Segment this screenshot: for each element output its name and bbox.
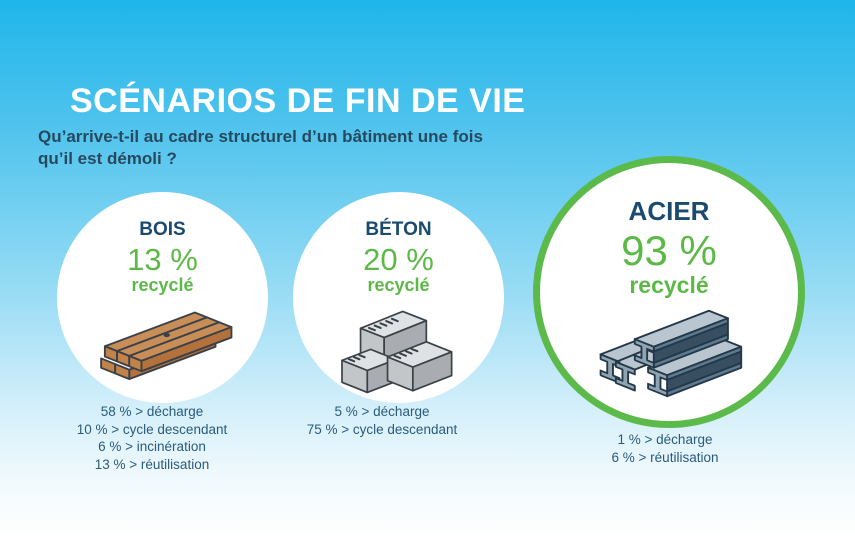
material-name: ACIER xyxy=(628,196,710,226)
steel-beams-icon xyxy=(599,310,743,398)
breakdown-list-beton: 5 % > décharge 75 % > cycle descendant xyxy=(262,403,502,438)
material-card-bois: BOIS 13 % recyclé xyxy=(57,192,268,403)
material-name: BOIS xyxy=(139,219,186,240)
material-name: BÉTON xyxy=(365,219,432,240)
wood-planks-icon xyxy=(99,311,232,381)
breakdown-line: 75 % > cycle descendant xyxy=(306,421,458,437)
breakdown-line: 10 % > cycle descendant xyxy=(76,421,228,437)
page-subtitle: Qu’arrive-t-il au cadre structurel d’un … xyxy=(38,127,483,169)
breakdown-line: 58 % > décharge xyxy=(100,404,204,419)
breakdown-line: 6 % > incinération xyxy=(98,439,206,454)
page-title: SCÉNARIOS DE FIN DE VIE xyxy=(70,82,526,120)
breakdown-line: 5 % > décharge xyxy=(334,404,430,419)
breakdown-line: 1 % > décharge xyxy=(617,432,713,447)
recycled-label: recyclé xyxy=(131,275,194,296)
recycled-percentage: 20 % xyxy=(363,241,434,277)
recycled-label: recyclé xyxy=(367,275,430,296)
breakdown-list-acier: 1 % > décharge 6 % > réutilisation xyxy=(545,431,785,466)
breakdown-list-bois: 58 % > décharge 10 % > cycle descendant … xyxy=(32,403,272,473)
recycled-percentage: 93 % xyxy=(621,226,717,274)
material-card-beton: BÉTON 20 % recyclé xyxy=(293,192,504,403)
recycled-label: recyclé xyxy=(629,271,709,298)
material-card-acier: ACIER 93 % recyclé xyxy=(533,156,805,428)
concrete-blocks-icon xyxy=(341,310,453,394)
breakdown-line: 6 % > réutilisation xyxy=(611,449,719,465)
recycled-percentage: 13 % xyxy=(127,241,198,277)
breakdown-line: 13 % > réutilisation xyxy=(94,456,210,472)
